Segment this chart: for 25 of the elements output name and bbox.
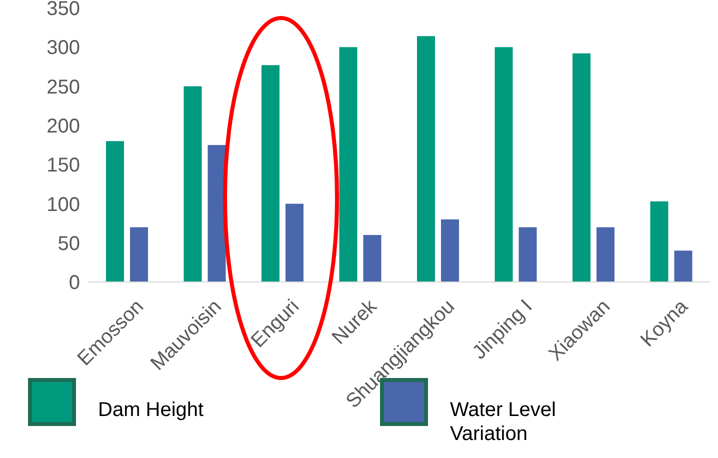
bar: [417, 36, 435, 282]
y-tick-label: 300: [46, 37, 80, 60]
bar: [572, 53, 590, 282]
y-tick-label: 150: [46, 154, 80, 177]
bar: [130, 227, 148, 282]
legend-label: Dam Height: [98, 398, 205, 422]
bar: [518, 227, 537, 282]
bar: [262, 65, 280, 282]
bar: [363, 235, 382, 282]
bar: [339, 47, 358, 282]
bar: [441, 219, 459, 282]
bar: [596, 227, 614, 282]
bar: [650, 201, 668, 282]
y-tick-label: 350: [46, 0, 80, 20]
y-tick-label: 200: [46, 116, 80, 138]
bar: [184, 86, 202, 282]
bar: [494, 47, 513, 282]
y-tick-label: 250: [46, 76, 80, 98]
bar: [286, 204, 304, 282]
y-tick-label: 100: [46, 194, 80, 216]
bar: [674, 250, 692, 282]
y-tick-label: 50: [58, 232, 80, 255]
bar: [208, 145, 226, 282]
y-tick-label: 0: [68, 272, 80, 294]
bar: [106, 141, 124, 282]
